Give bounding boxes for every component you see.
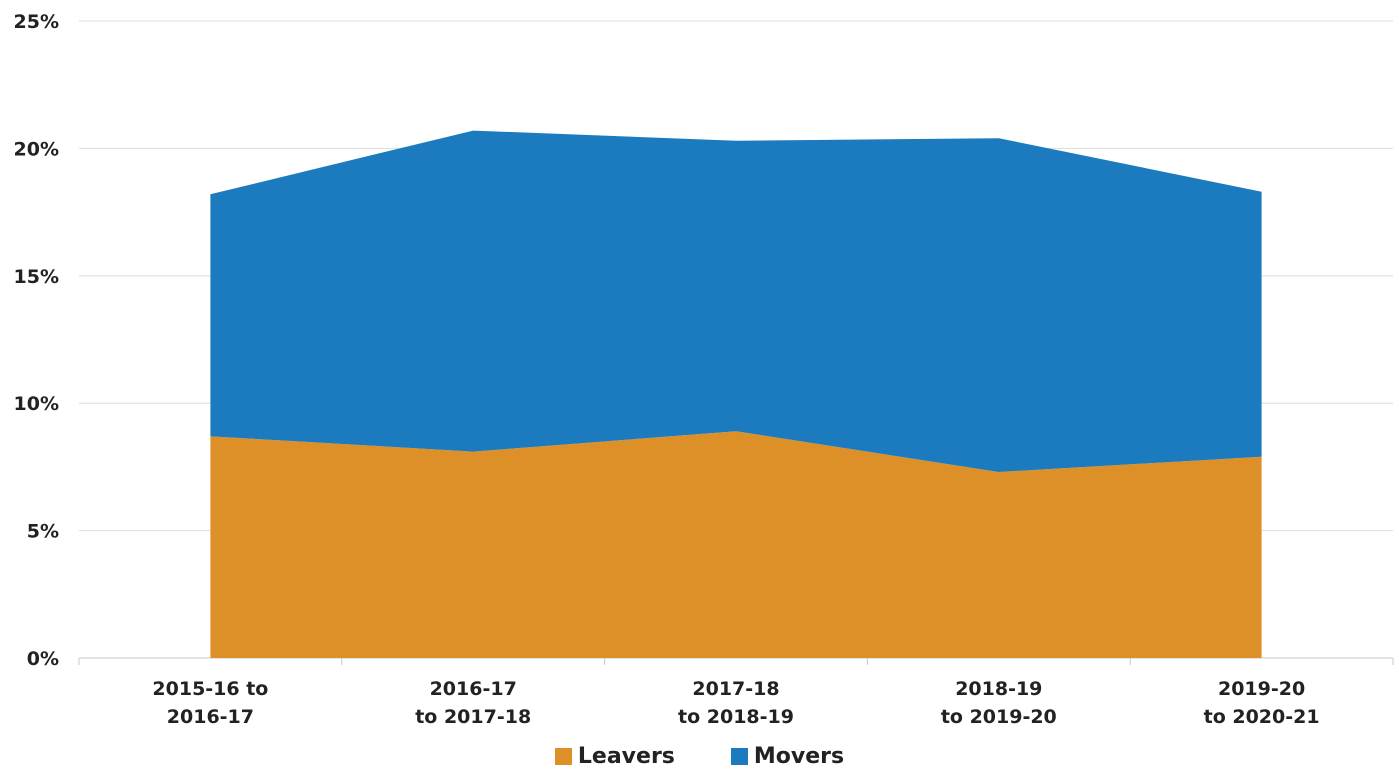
legend: Leavers Movers (0, 744, 1399, 769)
area-leavers (210, 431, 1262, 658)
y-tick-label: 25% (14, 11, 59, 33)
legend-swatch-movers (730, 748, 748, 765)
x-tick-label: 2016-17 (430, 678, 517, 700)
legend-swatch-leavers (554, 748, 572, 765)
x-tick-label: 2015-16 to (152, 678, 268, 700)
x-tick-label: to 2020-21 (1204, 706, 1320, 728)
y-tick-label: 5% (27, 521, 59, 543)
area-movers (210, 130, 1262, 472)
series-areas (210, 130, 1262, 658)
legend-item-leavers: Leavers (554, 744, 675, 769)
legend-item-movers: Movers (730, 744, 845, 769)
x-axis: 2015-16 to 2016-17 2016-17 to 2017-18 2017-1… (78, 658, 1394, 728)
legend-label-leavers: Leavers (577, 744, 675, 769)
y-tick-label: 10% (14, 393, 59, 415)
legend-label-movers: Movers (753, 744, 845, 769)
x-tick-label: to 2018-19 (678, 706, 794, 728)
y-tick-label: 20% (14, 138, 59, 160)
y-tick-label: 0% (27, 648, 59, 670)
x-tick-label: 2016-17 (167, 706, 254, 728)
x-tick-label: to 2017-18 (415, 706, 531, 728)
x-tick-label: 2018-19 (955, 678, 1042, 700)
x-tick-label: 2019-20 (1218, 678, 1305, 700)
x-tick-label: 2017-18 (692, 678, 779, 700)
y-tick-label: 15% (14, 266, 59, 288)
y-axis: 0% 5% 10% 15% 20% 25% (14, 11, 59, 670)
x-tick-label: to 2019-20 (941, 706, 1057, 728)
